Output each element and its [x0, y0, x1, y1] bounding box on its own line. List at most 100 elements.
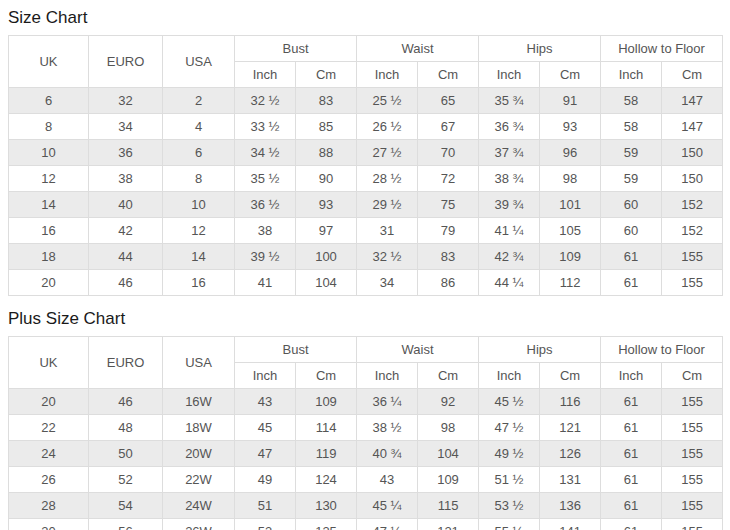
table-cell: 155 — [662, 415, 723, 441]
table-cell: 119 — [296, 441, 357, 467]
subheader-hips-cm: Cm — [540, 363, 601, 389]
table-cell: 109 — [540, 244, 601, 270]
table-cell: 52 — [89, 467, 163, 493]
table-cell: 49 ½ — [479, 441, 540, 467]
table-cell: 42 — [89, 218, 163, 244]
table-cell: 91 — [540, 88, 601, 114]
table-cell: 33 ½ — [235, 114, 296, 140]
table-cell: 38 — [235, 218, 296, 244]
table-cell: 65 — [418, 88, 479, 114]
table-cell: 38 ½ — [357, 415, 418, 441]
table-cell: 86 — [418, 270, 479, 296]
table-cell: 6 — [163, 140, 235, 166]
table-cell: 16 — [163, 270, 235, 296]
subheader-hollow-to-floor-inch: Inch — [601, 363, 662, 389]
table-cell: 155 — [662, 467, 723, 493]
group-header-hips: Hips — [479, 337, 601, 363]
table-cell: 2 — [163, 88, 235, 114]
table-row: 305626W5313547 ½12155 ½14161155 — [9, 519, 723, 530]
table-cell: 61 — [601, 270, 662, 296]
table-cell: 61 — [601, 467, 662, 493]
table-cell: 121 — [418, 519, 479, 530]
table-cell: 8 — [9, 114, 89, 140]
group-header-waist: Waist — [357, 36, 479, 62]
size-charts-page: Size Chart UKEUROUSABustWaistHipsHollow … — [8, 8, 730, 530]
table-cell: 8 — [163, 166, 235, 192]
table-cell: 6 — [9, 88, 89, 114]
table-cell: 35 ¾ — [479, 88, 540, 114]
table-cell: 54 — [89, 493, 163, 519]
table-row: 204616W4310936 ¼9245 ½11661155 — [9, 389, 723, 415]
table-cell: 155 — [662, 519, 723, 530]
table-row: 1238835 ½9028 ½7238 ¾9859150 — [9, 166, 723, 192]
table-row: 20461641104348644 ¼11261155 — [9, 270, 723, 296]
table-cell: 44 ¼ — [479, 270, 540, 296]
table-cell: 61 — [601, 493, 662, 519]
table-cell: 79 — [418, 218, 479, 244]
table-cell: 48 — [89, 415, 163, 441]
table-cell: 136 — [540, 493, 601, 519]
plus-size-chart-section: Plus Size Chart UKEUROUSABustWaistHipsHo… — [8, 309, 730, 530]
table-cell: 30 — [9, 519, 89, 530]
group-header-hollow-to-floor: Hollow to Floor — [601, 36, 723, 62]
size-chart-table: UKEUROUSABustWaistHipsHollow to FloorInc… — [8, 35, 723, 296]
subheader-waist-cm: Cm — [418, 363, 479, 389]
table-row: 1036634 ½8827 ½7037 ¾9659150 — [9, 140, 723, 166]
table-cell: 35 ½ — [235, 166, 296, 192]
table-cell: 155 — [662, 270, 723, 296]
column-header-usa: USA — [163, 36, 235, 88]
table-cell: 24W — [163, 493, 235, 519]
table-cell: 104 — [418, 441, 479, 467]
table-row: 834433 ½8526 ½6736 ¾9358147 — [9, 114, 723, 140]
column-header-euro: EURO — [89, 337, 163, 389]
table-cell: 47 ½ — [479, 415, 540, 441]
table-cell: 32 — [89, 88, 163, 114]
table-row: 14401036 ½9329 ½7539 ¾10160152 — [9, 192, 723, 218]
subheader-hollow-to-floor-cm: Cm — [662, 62, 723, 88]
table-cell: 39 ¾ — [479, 192, 540, 218]
table-cell: 59 — [601, 166, 662, 192]
table-cell: 24 — [9, 441, 89, 467]
table-cell: 105 — [540, 218, 601, 244]
table-cell: 147 — [662, 114, 723, 140]
table-cell: 37 ¾ — [479, 140, 540, 166]
table-cell: 49 — [235, 467, 296, 493]
group-header-hips: Hips — [479, 36, 601, 62]
table-cell: 83 — [418, 244, 479, 270]
table-cell: 60 — [601, 192, 662, 218]
table-cell: 98 — [418, 415, 479, 441]
table-cell: 22 — [9, 415, 89, 441]
table-cell: 56 — [89, 519, 163, 530]
group-header-bust: Bust — [235, 337, 357, 363]
group-header-waist: Waist — [357, 337, 479, 363]
table-cell: 60 — [601, 218, 662, 244]
table-header: UKEUROUSABustWaistHipsHollow to FloorInc… — [9, 337, 723, 389]
table-cell: 97 — [296, 218, 357, 244]
subheader-hollow-to-floor-cm: Cm — [662, 363, 723, 389]
table-cell: 47 — [235, 441, 296, 467]
table-cell: 58 — [601, 114, 662, 140]
table-cell: 14 — [9, 192, 89, 218]
column-header-usa: USA — [163, 337, 235, 389]
table-cell: 28 ½ — [357, 166, 418, 192]
table-cell: 51 ½ — [479, 467, 540, 493]
table-cell: 18 — [9, 244, 89, 270]
table-cell: 116 — [540, 389, 601, 415]
table-cell: 20 — [9, 270, 89, 296]
table-cell: 61 — [601, 244, 662, 270]
table-cell: 121 — [540, 415, 601, 441]
table-cell: 46 — [89, 270, 163, 296]
table-cell: 155 — [662, 389, 723, 415]
table-cell: 36 ½ — [235, 192, 296, 218]
table-cell: 36 — [89, 140, 163, 166]
table-cell: 141 — [540, 519, 601, 530]
table-body: 632232 ½8325 ½6535 ¾9158147834433 ½8526 … — [9, 88, 723, 296]
table-cell: 61 — [601, 415, 662, 441]
table-cell: 41 ¼ — [479, 218, 540, 244]
table-row: 18441439 ½10032 ½8342 ¾10961155 — [9, 244, 723, 270]
column-header-uk: UK — [9, 337, 89, 389]
table-cell: 152 — [662, 218, 723, 244]
table-cell: 55 ½ — [479, 519, 540, 530]
table-cell: 34 — [89, 114, 163, 140]
table-cell: 10 — [163, 192, 235, 218]
